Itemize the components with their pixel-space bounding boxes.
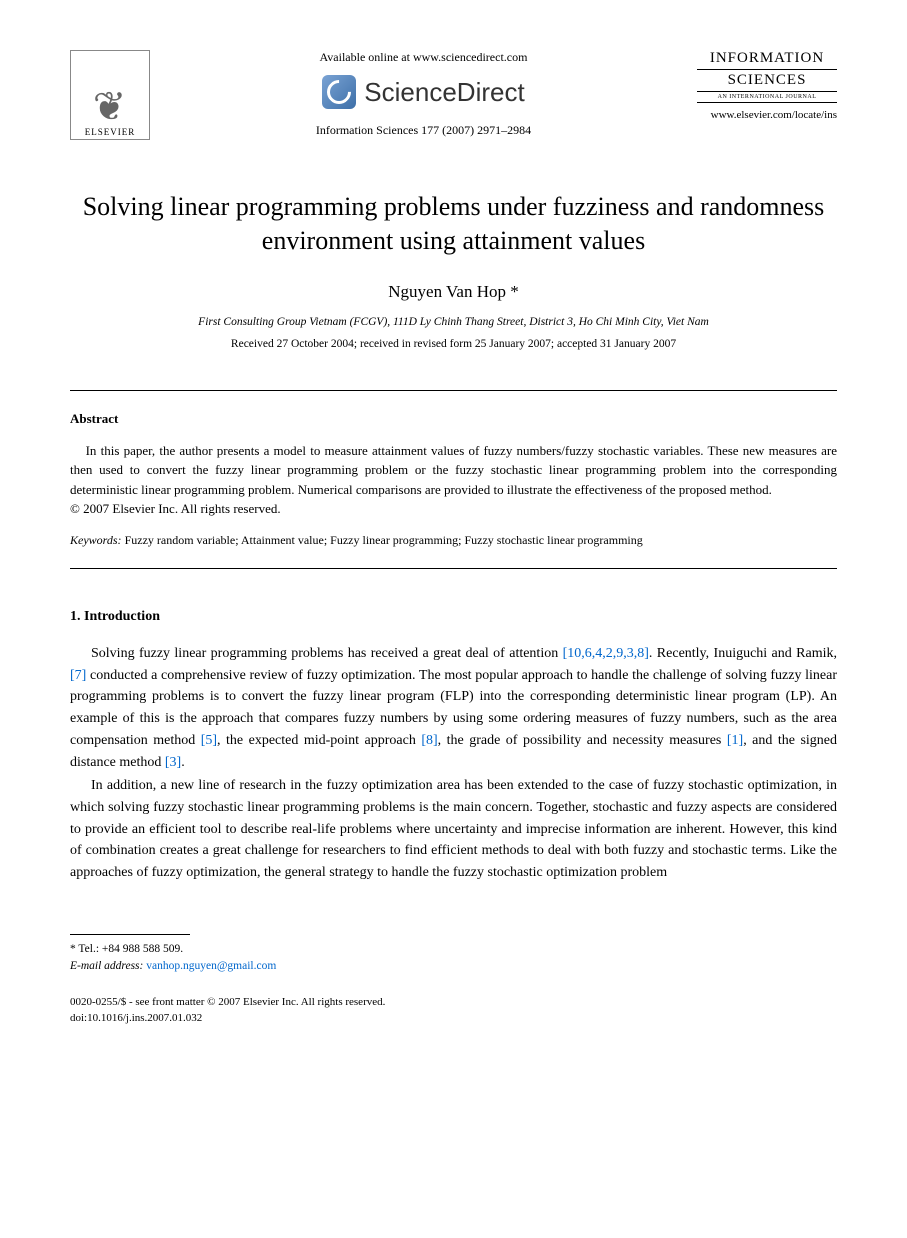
ref-link-3[interactable]: [5] <box>201 733 217 748</box>
elsevier-tree-icon: ❦ <box>93 87 128 127</box>
journal-subtitle: AN INTERNATIONAL JOURNAL <box>697 94 837 103</box>
ref-link-6[interactable]: [3] <box>165 755 181 770</box>
footnote-block: * Tel.: +84 988 588 509. E-mail address:… <box>70 941 837 976</box>
author-name: Nguyen Van Hop * <box>70 282 837 302</box>
keywords-text: Fuzzy random variable; Attainment value;… <box>122 533 643 547</box>
p1-text-d: , the expected mid-point approach <box>217 733 421 748</box>
p1-text-e: , the grade of possibility and necessity… <box>438 733 727 748</box>
doi-line: doi:10.1016/j.ins.2007.01.032 <box>70 1011 837 1026</box>
email-label: E-mail address: <box>70 960 143 972</box>
keywords-label: Keywords: <box>70 533 122 547</box>
elsevier-label: ELSEVIER <box>85 127 136 137</box>
p1-text-b: . Recently, Inuiguchi and Ramik, <box>649 646 837 661</box>
journal-name-line1: INFORMATION <box>697 50 837 70</box>
keywords-line: Keywords: Fuzzy random variable; Attainm… <box>70 533 837 548</box>
intro-para-2: In addition, a new line of research in t… <box>70 775 837 883</box>
section-1-heading: 1. Introduction <box>70 609 837 625</box>
bottom-info: 0020-0255/$ - see front matter © 2007 El… <box>70 995 837 1026</box>
front-matter-line: 0020-0255/$ - see front matter © 2007 El… <box>70 995 837 1010</box>
tel-label: * Tel.: <box>70 943 102 955</box>
p1-text-g: . <box>181 755 185 770</box>
sciencedirect-text: ScienceDirect <box>364 77 524 108</box>
footnote-rule <box>70 934 190 935</box>
center-header: Available online at www.sciencedirect.co… <box>150 50 697 138</box>
rule-top <box>70 390 837 391</box>
journal-url: www.elsevier.com/locate/ins <box>697 109 837 121</box>
journal-reference: Information Sciences 177 (2007) 2971–298… <box>170 123 677 138</box>
journal-logo-block: INFORMATION SCIENCES AN INTERNATIONAL JO… <box>697 50 837 121</box>
article-title: Solving linear programming problems unde… <box>70 190 837 258</box>
ref-link-5[interactable]: [1] <box>727 733 743 748</box>
intro-para-1: Solving fuzzy linear programming problem… <box>70 643 837 773</box>
tel-number: +84 988 588 509. <box>102 943 183 955</box>
ref-link-1[interactable]: [10,6,4,2,9,3,8] <box>563 646 649 661</box>
header-row: ❦ ELSEVIER Available online at www.scien… <box>70 50 837 140</box>
ref-link-2[interactable]: [7] <box>70 668 86 683</box>
available-online-text: Available online at www.sciencedirect.co… <box>170 50 677 65</box>
footnote-email: E-mail address: vanhop.nguyen@gmail.com <box>70 958 837 975</box>
sciencedirect-brand: ScienceDirect <box>170 75 677 109</box>
rule-bottom <box>70 568 837 569</box>
elsevier-logo: ❦ ELSEVIER <box>70 50 150 140</box>
p1-text-a: Solving fuzzy linear programming problem… <box>91 646 563 661</box>
abstract-text: In this paper, the author presents a mod… <box>70 441 837 500</box>
ref-link-4[interactable]: [8] <box>421 733 437 748</box>
abstract-copyright: © 2007 Elsevier Inc. All rights reserved… <box>70 501 837 517</box>
email-address[interactable]: vanhop.nguyen@gmail.com <box>146 960 276 972</box>
journal-name-line2: SCIENCES <box>697 72 837 92</box>
article-dates: Received 27 October 2004; received in re… <box>70 338 837 350</box>
sciencedirect-icon <box>322 75 356 109</box>
author-affiliation: First Consulting Group Vietnam (FCGV), 1… <box>70 316 837 328</box>
footnote-tel: * Tel.: +84 988 588 509. <box>70 941 837 958</box>
abstract-heading: Abstract <box>70 411 837 427</box>
